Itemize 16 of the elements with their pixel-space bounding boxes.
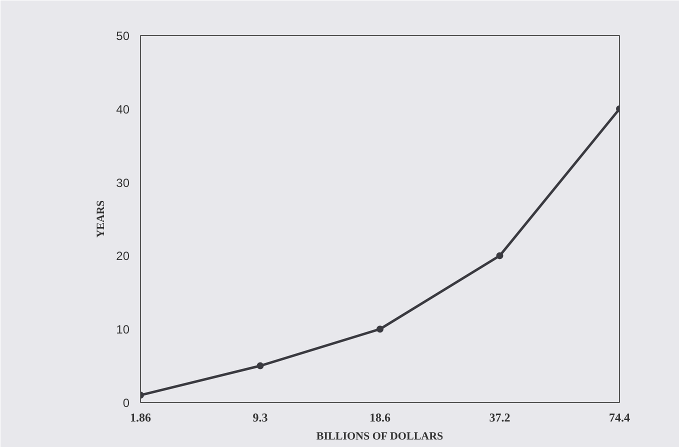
y-tick-label: 40 — [116, 102, 130, 116]
y-axis-title: YEARS — [95, 200, 108, 238]
point — [376, 326, 384, 333]
x-tick-label: 74.4 — [609, 410, 630, 424]
x-tick-label: 9.3 — [252, 410, 268, 424]
x-tick-label: 37.2 — [489, 410, 510, 424]
x-tick-label: 18.6 — [370, 410, 390, 424]
point — [256, 362, 264, 370]
point — [496, 252, 504, 260]
y-tick-label: 10 — [116, 322, 130, 337]
y-tick-label: 30 — [116, 176, 130, 190]
x-axis-title: BILLIONS OF DOLLARS — [316, 430, 444, 442]
x-tick-label: 1.86 — [130, 410, 151, 424]
y-tick-label: 20 — [116, 249, 130, 264]
y-tick-label: 50 — [116, 29, 130, 43]
y-tick-label: 0 — [122, 396, 130, 410]
